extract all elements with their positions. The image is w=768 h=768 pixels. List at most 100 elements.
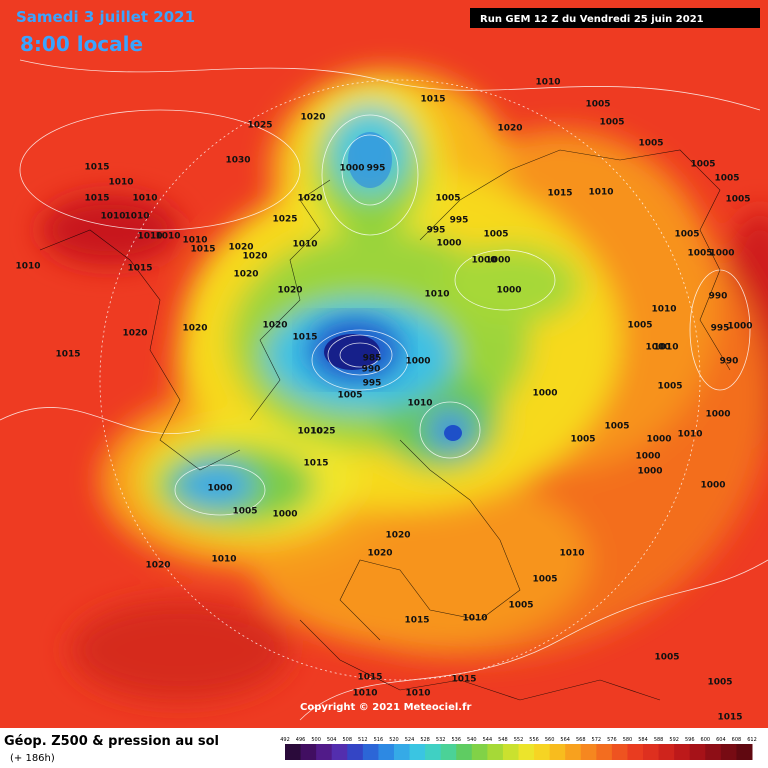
isobar-label: 1010 — [407, 399, 432, 409]
colorbar-label: 576 — [607, 737, 617, 743]
colorbar-bin — [471, 744, 488, 760]
colorbar-label: 540 — [467, 737, 477, 743]
colorbar-label: 524 — [405, 737, 415, 743]
isobar-label: 1015 — [190, 245, 215, 255]
colorbar-label: 516 — [374, 737, 384, 743]
isobar-label: 1020 — [242, 252, 267, 262]
copyright: Copyright © 2021 Meteociel.fr — [300, 702, 471, 713]
isobar-label: 1000 — [645, 343, 670, 353]
colorbar-bin — [549, 744, 566, 760]
colorbar: 492 496 500 504 508 512 516 520 524 528 532 536 540 5… — [280, 737, 757, 760]
isobar-label: 1005 — [638, 139, 663, 149]
colorbar-bin — [580, 744, 597, 760]
colorbar-label: 596 — [685, 737, 695, 743]
isobar-label: 1005 — [674, 230, 699, 240]
isobar-label: 990 — [720, 357, 739, 367]
isobar-label: 1010 — [137, 232, 162, 242]
isobar-label: 1015 — [84, 194, 109, 204]
colorbar-bin — [736, 744, 753, 760]
isobar-label: 1000 — [700, 481, 725, 491]
isobar-label: 1015 — [451, 675, 476, 685]
isobar-label: 1010 — [100, 212, 125, 222]
colorbar-label: 500 — [311, 737, 321, 743]
isobar-label: 1030 — [225, 156, 250, 166]
colorbar-bin — [378, 744, 395, 760]
colorbar-bin — [502, 744, 519, 760]
colorbar-label: 560 — [545, 737, 555, 743]
isobar-label: 1005 — [570, 435, 595, 445]
isobar-label: 1005 — [532, 575, 557, 585]
isobar-label: 1005 — [483, 230, 508, 240]
isobar-label: 1020 — [262, 321, 287, 331]
isobar-label: 1000 — [496, 286, 521, 296]
colorbar-label: 564 — [560, 737, 570, 743]
isobar-label: 1010 — [424, 290, 449, 300]
map-field — [0, 0, 768, 728]
isobar-label: 1015 — [547, 189, 572, 199]
colorbar-label: 568 — [576, 737, 586, 743]
colorbar-bin — [658, 744, 675, 760]
colorbar-bin — [456, 744, 473, 760]
lead-time: (+ 186h) — [10, 753, 55, 764]
isobar-label: 1020 — [497, 124, 522, 134]
colorbar-label: 612 — [747, 737, 757, 743]
isobar-label: 1005 — [232, 507, 257, 517]
isobar-label: 1020 — [182, 324, 207, 334]
isobar-label: 1015 — [55, 350, 80, 360]
isobar-label: 1000 — [436, 239, 461, 249]
colorbar-label: 548 — [498, 737, 508, 743]
colorbar-bin — [689, 744, 706, 760]
colorbar-bin — [643, 744, 660, 760]
isobar-label: 1000 — [485, 256, 510, 266]
colorbar-bin — [674, 744, 691, 760]
colorbar-label: 496 — [296, 737, 306, 743]
colorbar-bin — [720, 744, 737, 760]
colorbar-label: 528 — [420, 737, 430, 743]
isobar-label: 995 — [711, 324, 730, 334]
isobar-label: 1010 — [15, 262, 40, 272]
isobar-label: 1000 — [532, 389, 557, 399]
colorbar-bin — [596, 744, 613, 760]
isobar-label: 1010 — [108, 178, 133, 188]
colorbar-bin — [362, 744, 379, 760]
isobar-label: 1015 — [292, 333, 317, 343]
isobar-label: 1015 — [357, 673, 382, 683]
isobar-label: 1020 — [145, 561, 170, 571]
isobar-label: 1005 — [690, 160, 715, 170]
isobar-label: 1010 — [462, 614, 487, 624]
isobar-label: 1010 — [559, 549, 584, 559]
colorbar-bin — [300, 744, 317, 760]
colorbar-label: 584 — [638, 737, 648, 743]
isobar-label: 1005 — [599, 118, 624, 128]
isobar-label: 1010 — [405, 689, 430, 699]
isobar-label: 1015 — [404, 616, 429, 626]
run-box — [470, 8, 760, 28]
colorbar-label: 600 — [701, 737, 711, 743]
isobar-label: 1005 — [707, 678, 732, 688]
valid-time: 8:00 locale — [20, 32, 143, 56]
isobar-label: 1005 — [627, 321, 652, 331]
isobar-label: 1020 — [122, 329, 147, 339]
isobar-label: 1005 — [654, 653, 679, 663]
isobar-label: 1025 — [272, 215, 297, 225]
isobar-label: 1010 — [535, 78, 560, 88]
isobars — [0, 59, 768, 721]
colorbar-label: 536 — [451, 737, 461, 743]
isobar-label: 995 — [363, 379, 382, 389]
isobar-label: 1005 — [604, 422, 629, 432]
colorbar-label: 552 — [514, 737, 524, 743]
legend-title: Géop. Z500 & pression au sol — [4, 734, 219, 749]
colorbar-bin — [565, 744, 582, 760]
isobar-label: 1020 — [233, 270, 258, 280]
colorbar-bin — [627, 744, 644, 760]
isobar-label: 1010 — [352, 689, 377, 699]
isobar-label: 1025 — [247, 121, 272, 131]
isobar-label: 1010 — [588, 188, 613, 198]
colorbar-bin — [347, 744, 364, 760]
colorbar-label: 532 — [436, 737, 446, 743]
colorbar-bin — [331, 744, 348, 760]
colorbar-label: 588 — [654, 737, 664, 743]
colorbar-bin — [393, 744, 411, 760]
